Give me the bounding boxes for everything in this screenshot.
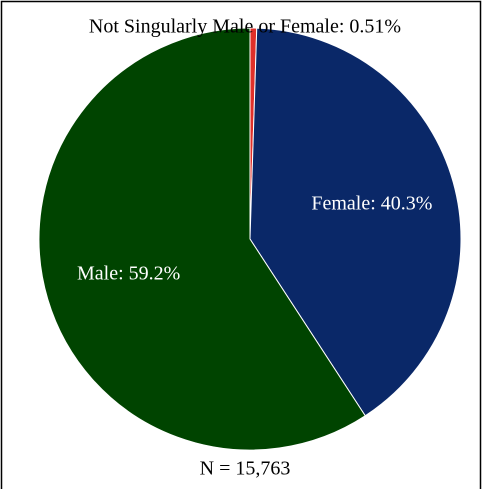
sample-size: N = 15,763 xyxy=(200,458,291,480)
slice-label: Not Singularly Male or Female: 0.51% xyxy=(89,16,401,38)
pie-slice xyxy=(38,27,366,451)
slice-label: Male: 59.2% xyxy=(77,263,180,285)
slice-label: Female: 40.3% xyxy=(311,192,432,214)
pie-slice xyxy=(249,27,462,417)
